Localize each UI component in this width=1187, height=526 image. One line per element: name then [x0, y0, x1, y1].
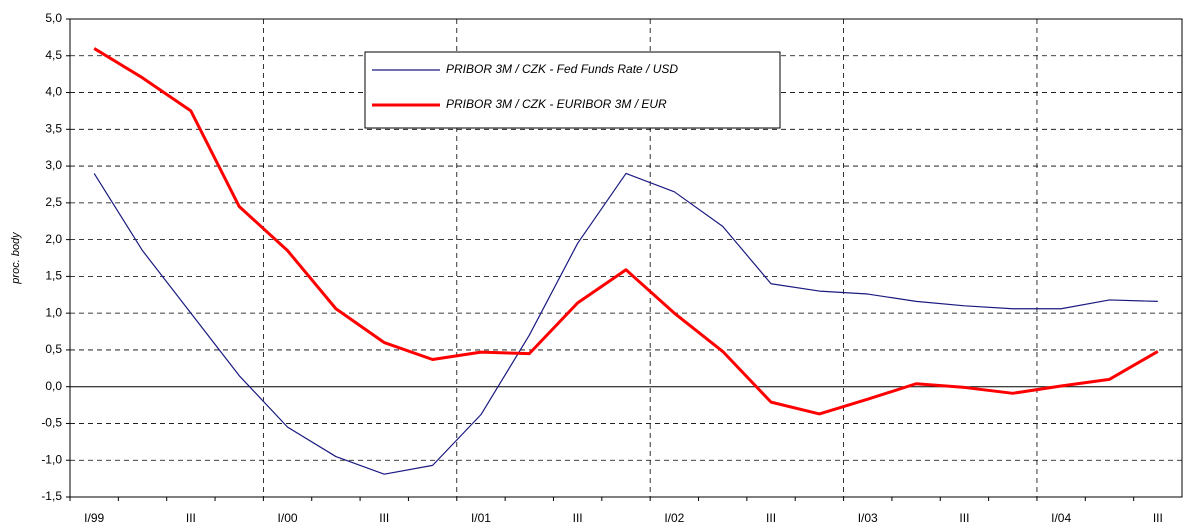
y-tick-label: -0,5 [41, 416, 62, 430]
y-tick-label: 5,0 [45, 11, 62, 25]
y-tick-label: -1,0 [41, 452, 62, 466]
y-tick-label: 1,0 [45, 305, 62, 319]
y-tick-label: 4,5 [45, 48, 62, 62]
y-tick-label: 3,5 [45, 121, 62, 135]
y-tick-label: 4,0 [45, 85, 62, 99]
x-tick-label: III [186, 511, 196, 525]
x-tick-label: III [573, 511, 583, 525]
y-tick-label: 2,0 [45, 232, 62, 246]
x-tick-label: I/99 [84, 511, 104, 525]
legend-box [364, 51, 781, 129]
x-tick-label: I/04 [1051, 511, 1071, 525]
y-tick-label: 0,5 [45, 342, 62, 356]
legend-label: PRIBOR 3M / CZK - Fed Funds Rate / USD [446, 62, 678, 76]
y-tick-label: 1,5 [45, 269, 62, 283]
legend-label: PRIBOR 3M / CZK - EURIBOR 3M / EUR [446, 97, 667, 111]
x-tick-label: III [766, 511, 776, 525]
x-tick-label: III [379, 511, 389, 525]
x-tick-label: I/03 [858, 511, 878, 525]
y-tick-label: 2,5 [45, 195, 62, 209]
x-tick-label: III [1153, 511, 1163, 525]
y-tick-label: 3,0 [45, 158, 62, 172]
plot-frame [69, 18, 1183, 498]
y-tick-label: 0,0 [45, 379, 62, 393]
x-tick-label: I/00 [278, 511, 298, 525]
y-tick-label: -1,5 [41, 489, 62, 503]
series-line [93, 47, 1159, 416]
x-tick-label: I/02 [664, 511, 684, 525]
series-line [93, 172, 1158, 475]
x-tick-label: III [959, 511, 969, 525]
x-tick-label: I/01 [471, 511, 491, 525]
y-axis-label: proc. body [10, 231, 22, 285]
